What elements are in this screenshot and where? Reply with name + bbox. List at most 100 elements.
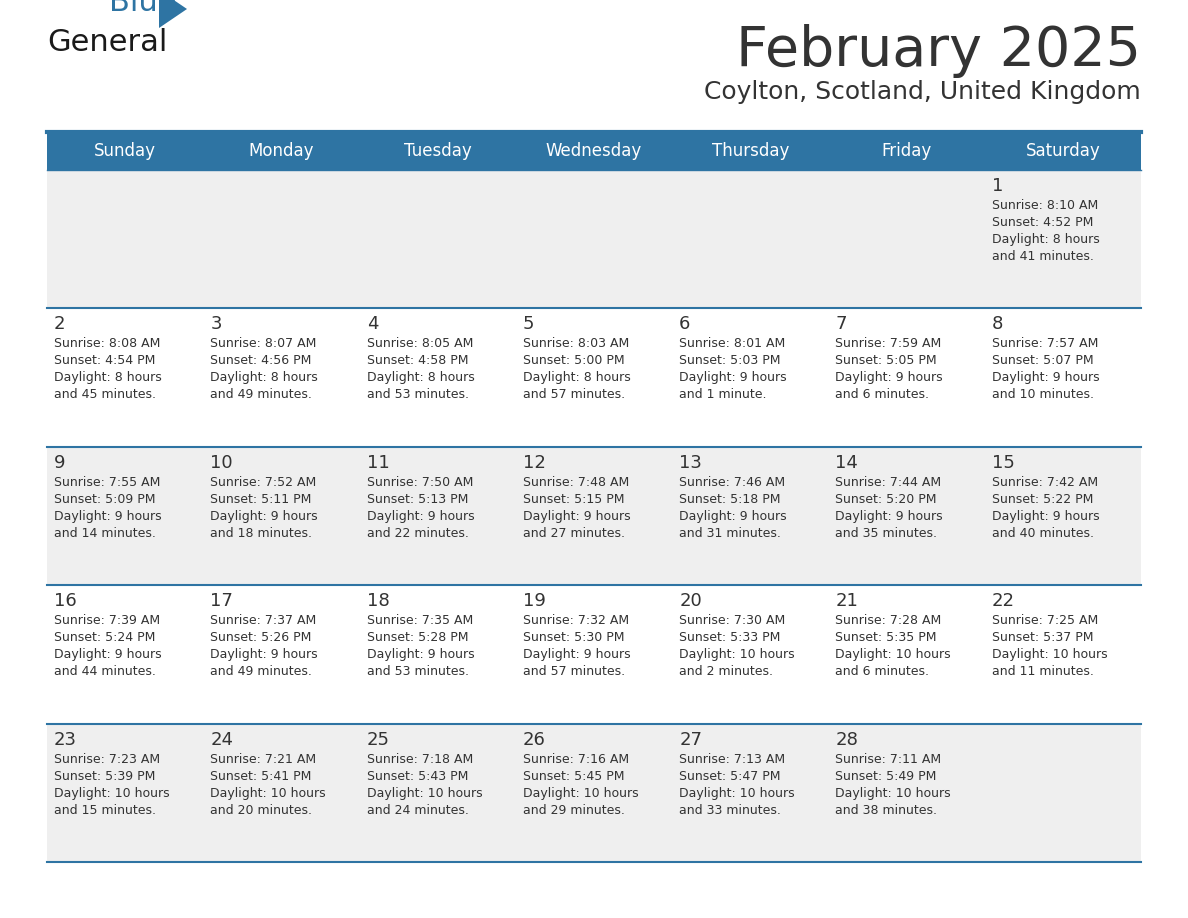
Text: Sunset: 5:47 PM: Sunset: 5:47 PM	[680, 769, 781, 783]
Text: Sunset: 5:45 PM: Sunset: 5:45 PM	[523, 769, 625, 783]
Text: Thursday: Thursday	[712, 142, 789, 160]
Text: Sunrise: 8:05 AM: Sunrise: 8:05 AM	[367, 338, 473, 351]
Text: 20: 20	[680, 592, 702, 610]
Text: Daylight: 8 hours: Daylight: 8 hours	[210, 372, 318, 385]
Text: Daylight: 10 hours: Daylight: 10 hours	[53, 787, 170, 800]
Text: Sunset: 5:07 PM: Sunset: 5:07 PM	[992, 354, 1093, 367]
Text: and 29 minutes.: and 29 minutes.	[523, 803, 625, 817]
Text: and 31 minutes.: and 31 minutes.	[680, 527, 781, 540]
Text: Daylight: 10 hours: Daylight: 10 hours	[992, 648, 1107, 661]
Text: Sunset: 5:24 PM: Sunset: 5:24 PM	[53, 632, 156, 644]
Text: Sunrise: 8:03 AM: Sunrise: 8:03 AM	[523, 338, 630, 351]
Text: Sunrise: 7:42 AM: Sunrise: 7:42 AM	[992, 476, 1098, 488]
Text: 12: 12	[523, 453, 545, 472]
Text: Sunset: 4:58 PM: Sunset: 4:58 PM	[367, 354, 468, 367]
Text: Sunrise: 7:50 AM: Sunrise: 7:50 AM	[367, 476, 473, 488]
Text: General: General	[48, 28, 168, 57]
Text: 15: 15	[992, 453, 1015, 472]
Text: Sunrise: 8:10 AM: Sunrise: 8:10 AM	[992, 199, 1098, 212]
Text: Coylton, Scotland, United Kingdom: Coylton, Scotland, United Kingdom	[704, 80, 1140, 104]
Text: 23: 23	[53, 731, 77, 748]
Text: Daylight: 9 hours: Daylight: 9 hours	[835, 372, 943, 385]
Text: and 24 minutes.: and 24 minutes.	[367, 803, 468, 817]
Text: Sunrise: 7:23 AM: Sunrise: 7:23 AM	[53, 753, 160, 766]
Text: Daylight: 9 hours: Daylight: 9 hours	[680, 372, 786, 385]
Text: and 35 minutes.: and 35 minutes.	[835, 527, 937, 540]
Text: and 38 minutes.: and 38 minutes.	[835, 803, 937, 817]
Text: and 18 minutes.: and 18 minutes.	[210, 527, 312, 540]
Text: Sunset: 5:11 PM: Sunset: 5:11 PM	[210, 493, 311, 506]
Text: Tuesday: Tuesday	[404, 142, 472, 160]
Text: and 6 minutes.: and 6 minutes.	[835, 388, 929, 401]
Text: 4: 4	[367, 316, 378, 333]
Text: Sunrise: 8:07 AM: Sunrise: 8:07 AM	[210, 338, 317, 351]
Text: Daylight: 9 hours: Daylight: 9 hours	[53, 648, 162, 661]
Text: Daylight: 10 hours: Daylight: 10 hours	[210, 787, 326, 800]
Text: Sunrise: 7:11 AM: Sunrise: 7:11 AM	[835, 753, 942, 766]
Text: and 49 minutes.: and 49 minutes.	[210, 388, 312, 401]
Text: 5: 5	[523, 316, 535, 333]
Text: Daylight: 10 hours: Daylight: 10 hours	[523, 787, 638, 800]
Text: 17: 17	[210, 592, 233, 610]
Text: 1: 1	[992, 177, 1003, 195]
Text: 28: 28	[835, 731, 858, 748]
Text: and 22 minutes.: and 22 minutes.	[367, 527, 468, 540]
Text: Sunrise: 7:37 AM: Sunrise: 7:37 AM	[210, 614, 316, 627]
Text: 13: 13	[680, 453, 702, 472]
Text: and 53 minutes.: and 53 minutes.	[367, 388, 468, 401]
Text: Sunrise: 7:32 AM: Sunrise: 7:32 AM	[523, 614, 628, 627]
Polygon shape	[159, 0, 187, 28]
Text: Daylight: 10 hours: Daylight: 10 hours	[835, 787, 952, 800]
Text: and 41 minutes.: and 41 minutes.	[992, 250, 1094, 263]
Text: Sunset: 4:52 PM: Sunset: 4:52 PM	[992, 216, 1093, 229]
Text: and 11 minutes.: and 11 minutes.	[992, 666, 1094, 678]
Text: 19: 19	[523, 592, 545, 610]
Text: 3: 3	[210, 316, 222, 333]
Text: Daylight: 9 hours: Daylight: 9 hours	[680, 509, 786, 522]
Bar	[360, 132, 516, 170]
Text: Sunrise: 7:44 AM: Sunrise: 7:44 AM	[835, 476, 942, 488]
Text: Sunrise: 7:48 AM: Sunrise: 7:48 AM	[523, 476, 630, 488]
Text: Daylight: 8 hours: Daylight: 8 hours	[367, 372, 474, 385]
Text: Daylight: 9 hours: Daylight: 9 hours	[992, 372, 1099, 385]
Text: Sunrise: 7:28 AM: Sunrise: 7:28 AM	[835, 614, 942, 627]
Text: Sunrise: 7:18 AM: Sunrise: 7:18 AM	[367, 753, 473, 766]
Text: Sunset: 5:22 PM: Sunset: 5:22 PM	[992, 493, 1093, 506]
Text: Sunday: Sunday	[94, 142, 156, 160]
Text: Blue: Blue	[109, 0, 177, 17]
Text: 21: 21	[835, 592, 858, 610]
Text: Sunrise: 7:55 AM: Sunrise: 7:55 AM	[53, 476, 160, 488]
Text: and 53 minutes.: and 53 minutes.	[367, 666, 468, 678]
Text: and 1 minute.: and 1 minute.	[680, 388, 766, 401]
Text: 14: 14	[835, 453, 858, 472]
Text: and 6 minutes.: and 6 minutes.	[835, 666, 929, 678]
Text: Daylight: 9 hours: Daylight: 9 hours	[835, 509, 943, 522]
Text: Daylight: 9 hours: Daylight: 9 hours	[523, 509, 631, 522]
Text: Daylight: 9 hours: Daylight: 9 hours	[523, 648, 631, 661]
Text: Sunset: 5:26 PM: Sunset: 5:26 PM	[210, 632, 311, 644]
Text: Daylight: 10 hours: Daylight: 10 hours	[680, 787, 795, 800]
Text: Daylight: 9 hours: Daylight: 9 hours	[210, 509, 318, 522]
Bar	[828, 132, 985, 170]
Text: Sunset: 5:00 PM: Sunset: 5:00 PM	[523, 354, 625, 367]
Text: 25: 25	[367, 731, 390, 748]
Text: Daylight: 9 hours: Daylight: 9 hours	[367, 509, 474, 522]
Text: and 40 minutes.: and 40 minutes.	[992, 527, 1094, 540]
Text: Sunrise: 7:13 AM: Sunrise: 7:13 AM	[680, 753, 785, 766]
Text: February 2025: February 2025	[737, 24, 1140, 78]
Text: Sunset: 4:54 PM: Sunset: 4:54 PM	[53, 354, 156, 367]
Text: 2: 2	[53, 316, 65, 333]
Text: Sunrise: 7:39 AM: Sunrise: 7:39 AM	[53, 614, 160, 627]
Text: and 2 minutes.: and 2 minutes.	[680, 666, 773, 678]
Text: 11: 11	[367, 453, 390, 472]
Text: and 57 minutes.: and 57 minutes.	[523, 388, 625, 401]
Text: 7: 7	[835, 316, 847, 333]
Text: Daylight: 9 hours: Daylight: 9 hours	[992, 509, 1099, 522]
Bar	[48, 585, 1140, 723]
Bar	[203, 132, 360, 170]
Text: Sunset: 5:37 PM: Sunset: 5:37 PM	[992, 632, 1093, 644]
Text: 8: 8	[992, 316, 1003, 333]
Text: Sunrise: 8:01 AM: Sunrise: 8:01 AM	[680, 338, 785, 351]
Text: Sunset: 5:20 PM: Sunset: 5:20 PM	[835, 493, 937, 506]
Text: 26: 26	[523, 731, 545, 748]
